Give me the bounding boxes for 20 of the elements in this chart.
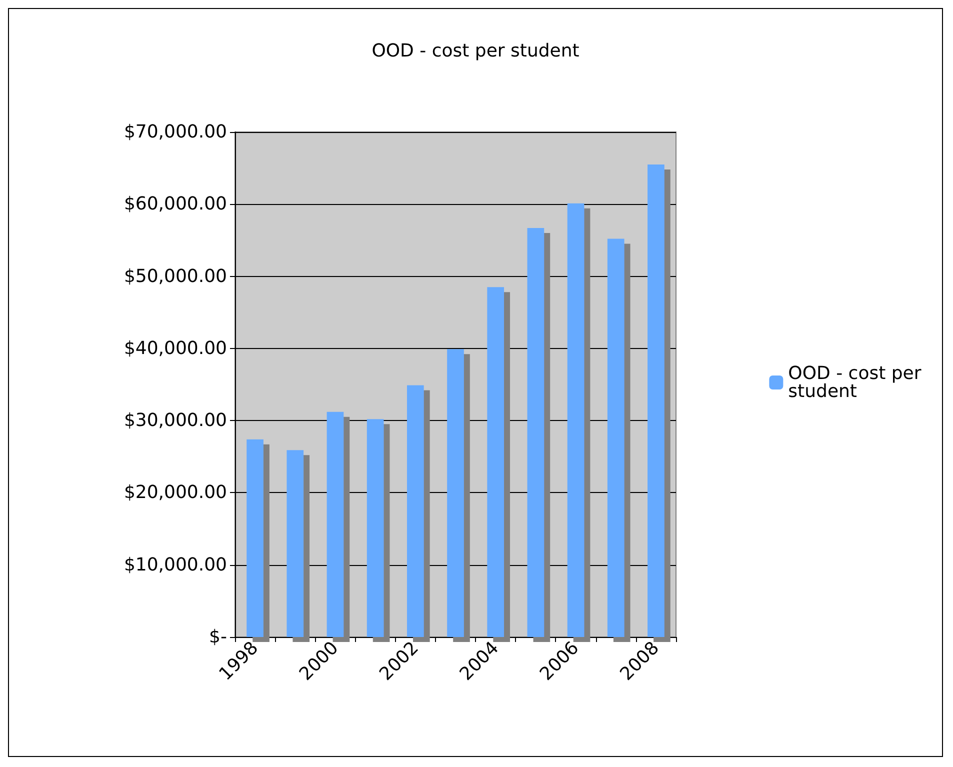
bar <box>487 287 504 637</box>
bar <box>648 164 664 637</box>
bar <box>326 412 344 637</box>
bar <box>607 238 624 637</box>
bar <box>406 385 424 637</box>
y-tick-label: $10,000.00 <box>124 554 227 576</box>
bar <box>246 439 264 637</box>
y-tick-label: $30,000.00 <box>124 410 227 432</box>
legend-label: OOD - cost per student <box>788 363 928 402</box>
bar <box>447 349 464 637</box>
y-tick-label: $60,000.00 <box>124 194 227 215</box>
bar <box>567 203 584 637</box>
bar <box>366 419 384 637</box>
y-tick-label: $40,000.00 <box>124 338 227 359</box>
y-tick-label: $20,000.00 <box>124 482 227 504</box>
y-tick-label: $70,000.00 <box>124 122 227 142</box>
bar <box>286 450 304 637</box>
y-tick-label: $50,000.00 <box>124 266 227 287</box>
bar <box>527 228 544 637</box>
chart-title: OOD - cost per student <box>372 40 580 62</box>
